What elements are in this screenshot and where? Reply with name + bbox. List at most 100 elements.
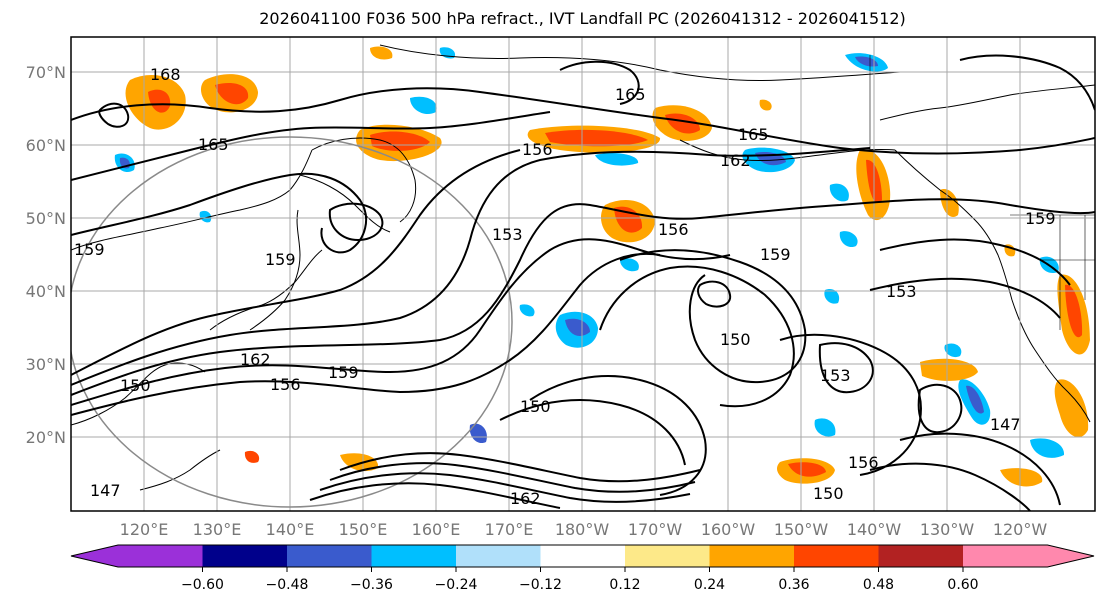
lon-label: 170°E (485, 520, 534, 539)
colorbar-tick-label: 0.36 (778, 577, 809, 593)
contour-line (71, 252, 661, 416)
positive-anomaly-core (244, 450, 260, 463)
contour-label: 159 (328, 363, 359, 382)
negative-anomaly-patch (1030, 438, 1065, 458)
coastline-asia (71, 149, 313, 251)
negative-anomaly-core (855, 56, 878, 67)
map-title: 2026041100 F036 500 hPa refract., IVT La… (259, 9, 906, 28)
colorbar-tick-label: 0.60 (947, 577, 978, 593)
lat-label: 50°N (26, 209, 66, 228)
negative-anomaly-patch (410, 96, 437, 115)
colorbar-tick-label: −0.24 (435, 577, 478, 593)
contour-label: 165 (738, 125, 769, 144)
contour-line (339, 452, 701, 483)
contour-label: 147 (90, 481, 121, 500)
positive-anomaly-core (215, 82, 249, 105)
contour-label: 165 (615, 85, 646, 104)
lon-label: 170°W (628, 520, 683, 539)
contour-line (329, 462, 696, 493)
height-contours (71, 54, 1095, 511)
colorbar-tick-label: −0.12 (519, 577, 562, 593)
coastlines (71, 44, 1095, 491)
lon-label: 140°W (847, 520, 902, 539)
contour-line (899, 432, 1061, 506)
contour-line (599, 265, 795, 408)
contour-closed (917, 383, 963, 434)
colorbar-tick-label: 0.12 (609, 577, 640, 593)
contour-label: 162 (510, 489, 541, 508)
graticule (71, 37, 1095, 511)
negative-anomaly-patch (620, 258, 639, 272)
lon-label: 120°W (993, 520, 1048, 539)
positive-anomaly-patch (940, 189, 959, 218)
colorbar-segment (540, 545, 625, 567)
positive-anomaly-core (545, 129, 648, 147)
contour-label: 156 (270, 375, 301, 394)
latitude-labels: 70°N 60°N 50°N 40°N 30°N 20°N (26, 63, 66, 447)
lon-label: 130°E (193, 520, 242, 539)
colorbar-segment (625, 545, 710, 567)
colorbar-segment (794, 545, 879, 567)
contour-label: 159 (265, 250, 296, 269)
negative-anomaly-patch (824, 289, 840, 304)
contour-line (71, 147, 871, 386)
contour-label: 150 (120, 376, 151, 395)
contour-label: 150 (813, 484, 844, 503)
lon-label: 160°W (701, 520, 756, 539)
colorbar-segment (709, 545, 794, 567)
positive-anomaly-patch (759, 99, 772, 111)
positive-anomaly-patch (1000, 468, 1043, 487)
negative-anomaly-patch (944, 343, 962, 358)
coastline-california (1011, 299, 1091, 423)
contour-closed (98, 102, 130, 128)
colorbar-extend-min (71, 545, 118, 567)
negative-anomaly-patch (199, 210, 212, 223)
coastline-korea (209, 249, 323, 331)
lon-label: 180°W (555, 520, 610, 539)
positive-anomaly-core (1065, 284, 1083, 338)
negative-anomaly-patch (519, 304, 535, 317)
map-frame (70, 36, 1096, 512)
lat-label: 40°N (26, 282, 66, 301)
negative-anomaly-patch (595, 152, 639, 166)
contour-label: 150 (520, 397, 551, 416)
positive-anomaly-core (148, 89, 171, 113)
borders (869, 55, 1095, 330)
contour-label: 159 (74, 240, 105, 259)
range-circle (71, 136, 513, 508)
lat-label: 60°N (26, 136, 66, 155)
contour-line (779, 333, 922, 476)
contour-line (319, 472, 691, 503)
coastline-kamchatka (311, 137, 417, 223)
contour-line (309, 482, 561, 509)
contour-closed (328, 202, 384, 242)
colorbar: −0.60 −0.48 −0.36 −0.24 −0.12 0.12 0.24 … (70, 544, 1095, 593)
contour-label: 168 (150, 65, 181, 84)
positive-anomaly-core (788, 462, 826, 477)
contour-line (869, 277, 1061, 319)
negative-anomaly-patch (814, 418, 836, 437)
lon-label: 150°W (774, 520, 829, 539)
positive-anomaly-core (370, 131, 430, 151)
contour-line (619, 249, 807, 384)
contour-line (71, 172, 368, 254)
contour-label: 156 (848, 453, 879, 472)
contour-line (959, 54, 1095, 111)
colorbar-tick-label: −0.36 (350, 577, 393, 593)
lat-label: 20°N (26, 428, 66, 447)
colorbar-outline (70, 544, 1095, 568)
lon-label: 150°E (339, 520, 388, 539)
coastline-kuril (299, 174, 391, 233)
colorbar-segment (878, 545, 963, 567)
contour-line (879, 238, 1071, 286)
colorbar-segment (202, 545, 287, 567)
contour-label: 162 (240, 350, 271, 369)
contour-line (529, 375, 707, 496)
colorbar-segment (118, 545, 203, 567)
colorbar-segment (371, 545, 456, 567)
lat-label: 70°N (26, 63, 66, 82)
contour-label: 162 (720, 151, 751, 170)
contour-label: 159 (760, 245, 791, 264)
negative-anomaly-patch (829, 183, 849, 202)
